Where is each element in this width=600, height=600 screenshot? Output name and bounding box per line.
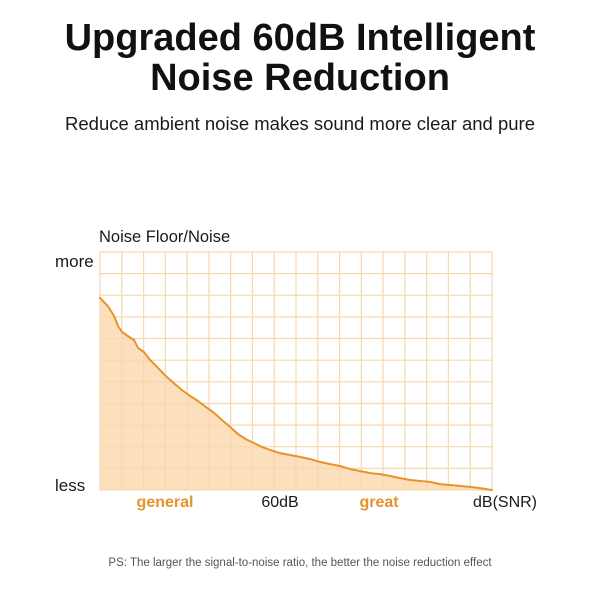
- page-subtitle: Reduce ambient noise makes sound more cl…: [65, 113, 535, 134]
- title-line-1: Upgraded 60dB Intelligent: [64, 17, 536, 59]
- x-axis-label: dB(SNR): [472, 494, 538, 511]
- y-tick-label-less: less: [55, 476, 86, 495]
- y-tick-label-more: more: [55, 252, 94, 271]
- x-tick-label-general: general: [136, 494, 194, 511]
- noise-curve-area: [100, 297, 492, 490]
- x-tick-label-great: great: [359, 494, 399, 511]
- y-axis-label: Noise Floor/Noise: [99, 228, 231, 246]
- chart-plot-area: [99, 251, 493, 491]
- footnote: PS: The larger the signal-to-noise ratio…: [108, 557, 492, 569]
- noise-curve-line: [99, 296, 493, 491]
- page-title: Upgraded 60dB Intelligent Noise Reductio…: [0, 18, 600, 98]
- title-line-2: Noise Reduction: [150, 57, 450, 99]
- x-tick-label-60db: 60dB: [261, 494, 299, 511]
